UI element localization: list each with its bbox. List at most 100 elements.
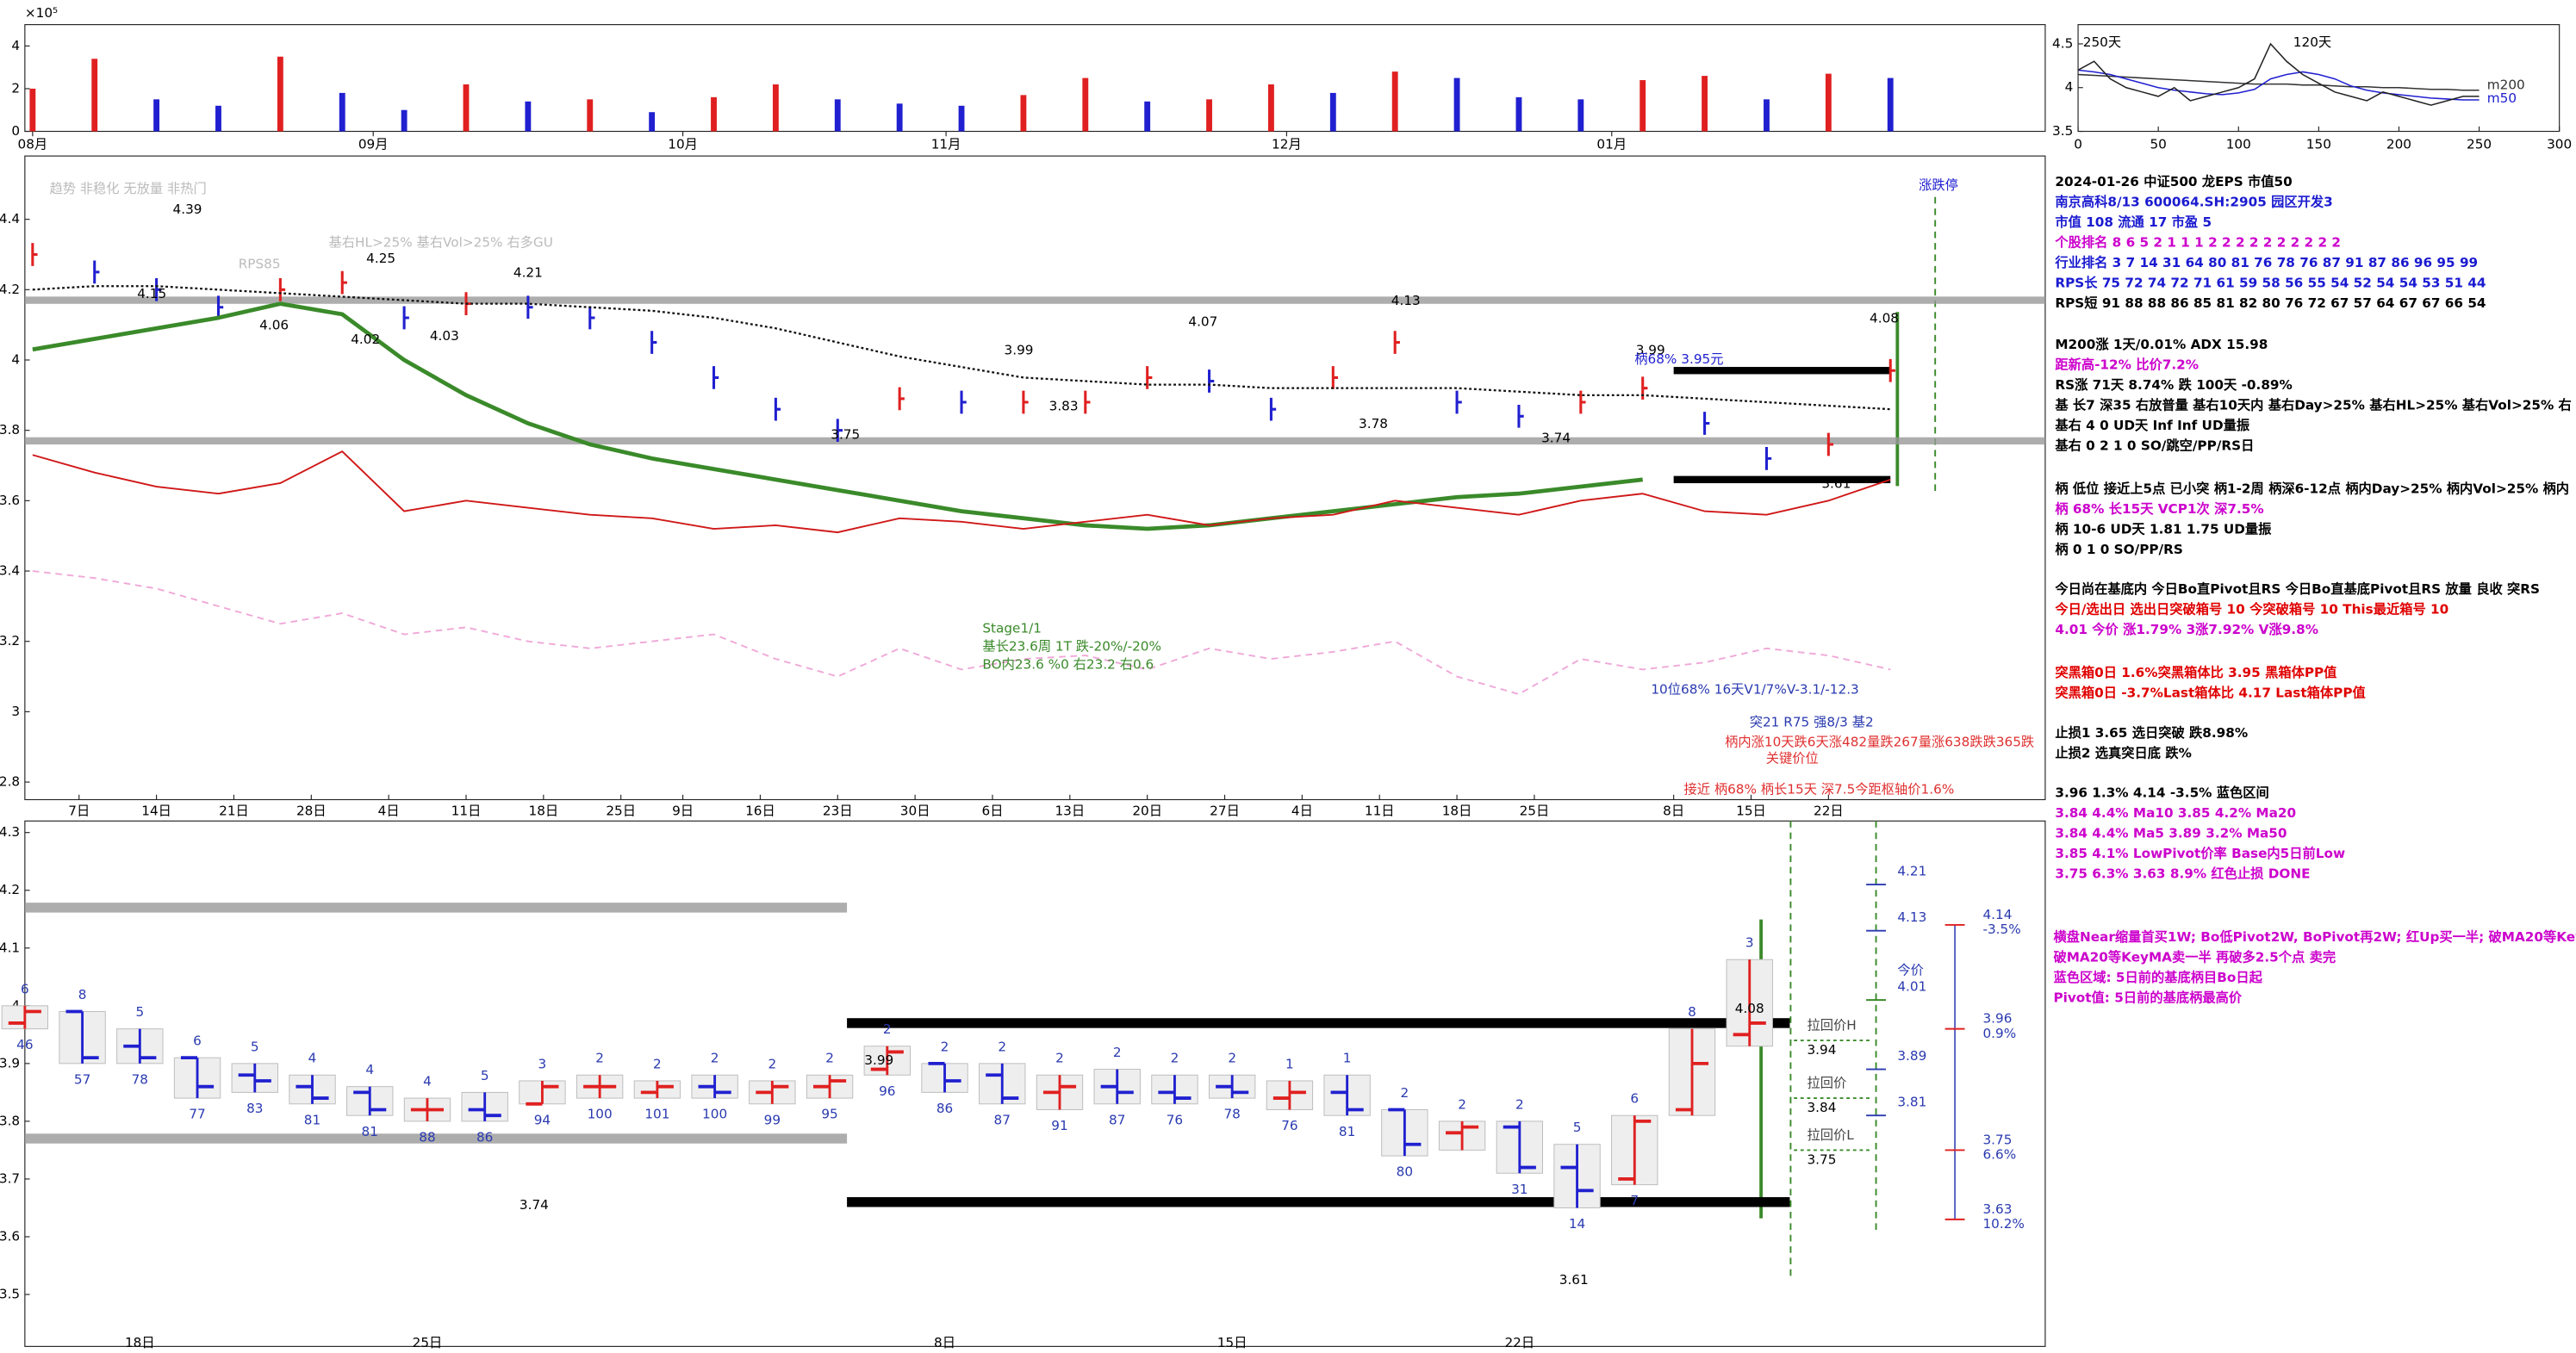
price-bar — [1331, 366, 1339, 389]
x-tick-label: 08月 — [18, 136, 48, 152]
price-annotation: 3.99 — [1636, 342, 1665, 357]
rank-above: 2 — [1171, 1051, 1179, 1066]
rank-below: 96 — [879, 1083, 895, 1099]
rank-below: 78 — [132, 1071, 148, 1087]
right-tick-label: 3.81 — [1897, 1094, 1926, 1109]
rank-below: 14 — [1569, 1216, 1585, 1232]
chart-note: 柄内涨10天跌6天涨482量跌267量涨638跌跌365跌 — [1725, 734, 2034, 749]
volume-bar — [1267, 84, 1274, 132]
info-line: Pivot值: 5日前的基底柄最高价 — [2053, 990, 2242, 1005]
volume-bar — [1577, 99, 1584, 132]
rank-above: 2 — [653, 1056, 662, 1071]
x-tick-label: 28日 — [296, 803, 327, 818]
level-bar — [847, 1197, 1790, 1207]
zoom-frame — [24, 820, 2046, 1347]
volume-bar — [1082, 78, 1089, 132]
rank-above: 2 — [1515, 1096, 1524, 1112]
price-bar — [1146, 366, 1153, 389]
price-bar — [588, 306, 595, 330]
y-tick-label: 3.4 — [0, 563, 20, 579]
pullback-value: 3.75 — [1807, 1151, 1836, 1167]
chart-note: Stage1/1 — [982, 621, 1042, 636]
pullback-value: 3.84 — [1807, 1100, 1836, 1115]
price-annotation: 3.83 — [1049, 399, 1079, 414]
y-tick-label: 3.5 — [0, 1287, 20, 1302]
volume-bar — [1453, 78, 1460, 132]
price-annotation: 4.03 — [430, 328, 459, 344]
inset-note: 250天 — [2083, 34, 2121, 50]
volume-bar — [896, 103, 903, 132]
x-tick-label: 18日 — [529, 803, 559, 818]
series-line — [32, 301, 1643, 531]
price-annotation: 4.08 — [1735, 1001, 1764, 1016]
far-value: 3.63 — [1982, 1201, 2012, 1217]
volume-bar — [277, 56, 283, 132]
price-annotation: 4.06 — [259, 318, 289, 333]
x-tick-label: 0 — [2074, 136, 2082, 152]
price-annotation: 3.99 — [1005, 342, 1034, 357]
pullback-label: 拉回价L — [1807, 1127, 1854, 1143]
x-tick-label: 22日 — [1814, 803, 1844, 818]
x-tick-label: 23日 — [823, 803, 853, 818]
rank-below: 76 — [1281, 1118, 1297, 1133]
price-annotation: 4.21 — [513, 264, 543, 280]
info-line: RS涨 71天 8.74% 跌 100天 -0.89% — [2055, 377, 2292, 393]
rank-above: 2 — [1228, 1051, 1236, 1066]
rank-above: 6 — [193, 1033, 202, 1049]
x-tick-label: 25日 — [413, 1335, 443, 1350]
rank-above: 2 — [711, 1051, 719, 1066]
price-bar — [340, 270, 347, 295]
price-bar — [712, 366, 719, 389]
rank-above: 3 — [538, 1056, 547, 1071]
volume-bar — [1144, 101, 1151, 132]
y-tick-label: 3.8 — [0, 422, 20, 438]
price-bar — [774, 397, 781, 421]
y-tick-label: 4.4 — [0, 211, 20, 227]
rank-above: 4 — [308, 1051, 317, 1066]
x-tick-label: 200 — [2386, 136, 2411, 152]
x-tick-label: 11月 — [931, 136, 961, 152]
y-tick-label: 3.6 — [0, 1228, 20, 1244]
price-bar — [1208, 369, 1215, 393]
info-line: 3.84 4.4% Ma10 3.85 4.2% Ma20 — [2055, 805, 2296, 821]
level-bar — [1673, 367, 1891, 375]
far-value: 4.14 — [1982, 907, 2012, 922]
volume-bar — [29, 88, 36, 132]
y-tick-label: 3.7 — [0, 1170, 20, 1186]
y-tick-label: 4.1 — [0, 940, 20, 955]
rank-below: 80 — [1397, 1164, 1413, 1180]
price-annotation: 3.74 — [520, 1197, 549, 1213]
volume-bar — [1391, 71, 1398, 132]
rank-below: 99 — [764, 1112, 781, 1127]
y-tick-label: 4.3 — [0, 824, 20, 840]
chart-note: 柄68% 3.95元 — [1634, 351, 1723, 367]
info-line: 柄 10-6 UD天 1.81 1.75 UD量振 — [2055, 521, 2272, 537]
price-bar — [1393, 331, 1400, 354]
rank-below: 94 — [534, 1112, 551, 1127]
price-annotation: 4.15 — [137, 286, 166, 301]
level-bar — [24, 1133, 848, 1144]
rank-above: 2 — [1113, 1045, 1122, 1060]
inset-note: 120天 — [2293, 34, 2331, 50]
y-tick-label: 4 — [11, 997, 20, 1013]
rank-above: 8 — [1688, 1004, 1696, 1020]
volume-bar — [1329, 92, 1336, 132]
y-tick-label: 4.5 — [2052, 35, 2073, 51]
rank-above: 8 — [78, 987, 87, 1002]
y-tick-label: 2.8 — [0, 774, 20, 790]
info-line: 今日尚在基底内 今日Bo直Pivot且RS 今日Bo直基底Pivot且RS 放量… — [2054, 581, 2540, 597]
y-tick-label: 0 — [11, 123, 20, 139]
rank-below: 76 — [1167, 1112, 1183, 1127]
x-tick-label: 100 — [2226, 136, 2251, 152]
x-tick-label: 10月 — [668, 136, 698, 152]
rank-below: 81 — [304, 1112, 320, 1127]
volume-bar — [1702, 76, 1708, 132]
y-tick-label: 3.9 — [0, 1055, 20, 1071]
x-tick-label: 27日 — [1210, 803, 1240, 818]
volume-bar — [772, 84, 779, 132]
axis-exponent: ×10⁵ — [25, 5, 58, 21]
rank-above: 2 — [825, 1051, 834, 1066]
rank-above: 5 — [251, 1039, 259, 1054]
y-tick-label: 3.8 — [0, 1113, 20, 1128]
